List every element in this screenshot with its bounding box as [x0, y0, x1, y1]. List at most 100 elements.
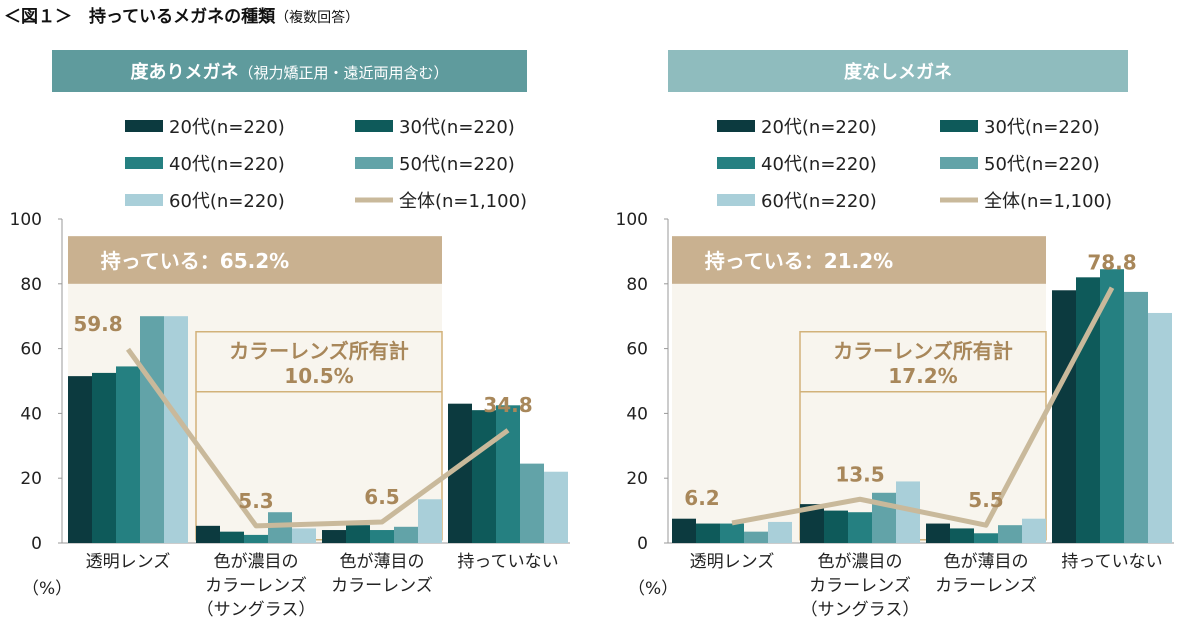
bar	[926, 523, 950, 543]
bar	[1022, 518, 1046, 543]
bar	[998, 525, 1022, 543]
y-tick-label: 20	[20, 469, 42, 489]
overall-data-label: 6.5	[364, 485, 399, 509]
owned-label: 持っている：65.2%	[101, 249, 289, 273]
y-tick-label: 100	[10, 210, 42, 230]
category-label: 持っていない	[1061, 552, 1162, 572]
legend-label: 40代(n=220)	[169, 154, 285, 175]
category-label: カラーレンズ	[809, 576, 911, 596]
chart-title: 度ありメガネ（視力矯正用・遠近両用含む）	[130, 61, 448, 83]
overall-data-label: 5.5	[968, 488, 1003, 512]
y-tick-label: 60	[20, 340, 42, 360]
category-label: 色が薄目の	[944, 552, 1029, 572]
y-tick-label: 40	[20, 404, 42, 424]
legend-label: 全体(n=1,100)	[399, 191, 527, 212]
category-label: カラーレンズ	[331, 576, 433, 596]
category-label: 色が濃目の	[818, 552, 903, 572]
legend-label: 50代(n=220)	[984, 154, 1100, 175]
legend-swatch	[717, 157, 755, 169]
y-tick-label: 60	[626, 340, 648, 360]
bar	[92, 372, 116, 543]
chart-subtitle: （視力矯正用・遠近両用含む）	[238, 64, 448, 82]
legend-swatch	[355, 120, 393, 132]
color-lens-label: カラーレンズ所有計	[229, 339, 409, 363]
chart-title-main: 度なしメガネ	[844, 61, 952, 83]
bar	[322, 530, 346, 543]
owned-band	[672, 236, 1046, 284]
y-tick-label: 80	[626, 275, 648, 295]
legend-label: 60代(n=220)	[169, 191, 285, 212]
bar	[720, 523, 744, 543]
legend-swatch	[940, 157, 978, 169]
bar	[974, 533, 998, 543]
bar	[1124, 291, 1148, 543]
y-axis-unit: （%）	[628, 579, 678, 599]
category-label: 透明レンズ	[86, 552, 171, 572]
bar	[1100, 269, 1124, 543]
bar	[140, 316, 164, 543]
bar	[696, 523, 720, 543]
legend-swatch	[717, 120, 755, 132]
y-tick-label: 80	[20, 275, 42, 295]
chart-non-prescription-glasses: 度なしメガネ 20代(n=220) 30代(n=220) 40代(n=220) 50代(…	[616, 50, 1174, 620]
owned-band	[68, 236, 442, 284]
chart-header	[668, 50, 1128, 92]
overall-data-label: 59.8	[73, 312, 122, 336]
bar	[370, 530, 394, 543]
bar	[744, 531, 768, 543]
category-label: （サングラス）	[197, 600, 316, 620]
owned-background	[672, 236, 1046, 543]
owned-label: 持っている：21.2%	[705, 249, 893, 273]
overall-line	[125, 347, 510, 529]
y-tick-label: 0	[637, 534, 648, 554]
bar	[768, 521, 792, 543]
legend-swatch	[125, 120, 163, 132]
color-lens-label: カラーレンズ所有計	[833, 339, 1013, 363]
bar	[1148, 312, 1172, 543]
legend-label: 60代(n=220)	[761, 191, 877, 212]
color-lens-box	[195, 331, 443, 541]
bar	[394, 526, 418, 543]
bar	[68, 376, 92, 543]
category-label: 色が薄目の	[340, 552, 425, 572]
legend-label: 20代(n=220)	[761, 117, 877, 138]
legend-swatch	[355, 157, 393, 169]
legend-swatch	[717, 194, 755, 206]
y-axis-unit: （%）	[22, 579, 72, 599]
bar	[346, 525, 370, 543]
bar	[496, 405, 520, 543]
category-label: 持っていない	[457, 552, 558, 572]
legend-label: 20代(n=220)	[169, 117, 285, 138]
color-lens-label: 17.2%	[888, 364, 957, 388]
legend-swatch	[125, 194, 163, 206]
bar	[848, 512, 872, 543]
legend-label: 30代(n=220)	[984, 117, 1100, 138]
bar	[472, 410, 496, 543]
legend-label: 30代(n=220)	[399, 117, 515, 138]
bar	[418, 499, 442, 543]
chart-title: 度なしメガネ	[844, 61, 952, 83]
bar	[220, 531, 244, 543]
legend-swatch	[940, 120, 978, 132]
category-label: カラーレンズ	[205, 576, 307, 596]
chart-header	[52, 50, 527, 92]
figure-title: ＜図１＞ 持っているメガネの種類（複数回答）	[4, 6, 359, 27]
y-tick-label: 0	[31, 534, 42, 554]
bar	[520, 463, 544, 543]
y-tick-label: 20	[626, 469, 648, 489]
overall-data-label: 13.5	[835, 462, 884, 486]
bar	[544, 471, 568, 543]
bar	[116, 366, 140, 543]
category-label: 色が濃目の	[214, 552, 299, 572]
category-label: 透明レンズ	[690, 552, 775, 572]
bar	[196, 525, 220, 543]
y-tick-label: 100	[616, 210, 648, 230]
chart-title-main: 度ありメガネ	[130, 61, 238, 83]
legend-label: 全体(n=1,100)	[984, 191, 1112, 212]
y-tick-label: 40	[626, 404, 648, 424]
bar	[1052, 290, 1076, 543]
color-lens-label: 10.5%	[284, 364, 353, 388]
chart-prescription-glasses: 度ありメガネ（視力矯正用・遠近両用含む） 20代(n=220) 30代(n=220)…	[10, 50, 570, 620]
category-label: カラーレンズ	[935, 576, 1037, 596]
overall-data-label: 5.3	[238, 489, 273, 513]
